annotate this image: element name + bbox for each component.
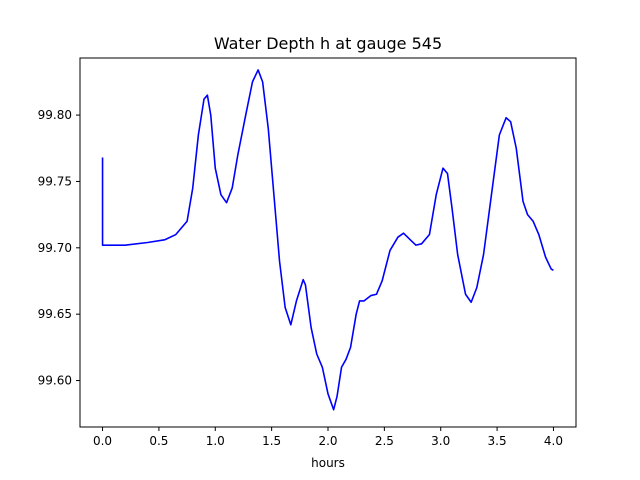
x-tick-label: 1.5 [262,434,281,448]
x-tick-label: 3.5 [488,434,507,448]
plot-area [79,57,577,428]
y-tick-label: 99.60 [38,374,72,388]
x-tick-label: 2.5 [375,434,394,448]
y-axis: 99.60 99.65 99.70 99.75 99.80 [38,108,80,388]
x-tick-label: 4.0 [544,434,563,448]
y-tick-label: 99.70 [38,241,72,255]
y-tick-label: 99.65 [38,307,72,321]
x-tick-label: 0.5 [149,434,168,448]
x-tick-label: 2.0 [318,434,337,448]
x-tick-label: 1.0 [206,434,225,448]
x-axis: 0.0 0.5 1.0 1.5 2.0 2.5 3.0 3.5 4.0 [93,427,563,448]
y-tick-label: 99.75 [38,174,72,188]
x-axis-label: hours [311,456,345,470]
x-tick-label: 3.0 [431,434,450,448]
plot-background [80,58,576,427]
series-line [101,69,554,411]
chart-title: Water Depth h at gauge 545 [214,34,442,53]
x-tick-label: 0.0 [93,434,112,448]
y-tick-label: 99.80 [38,108,72,122]
